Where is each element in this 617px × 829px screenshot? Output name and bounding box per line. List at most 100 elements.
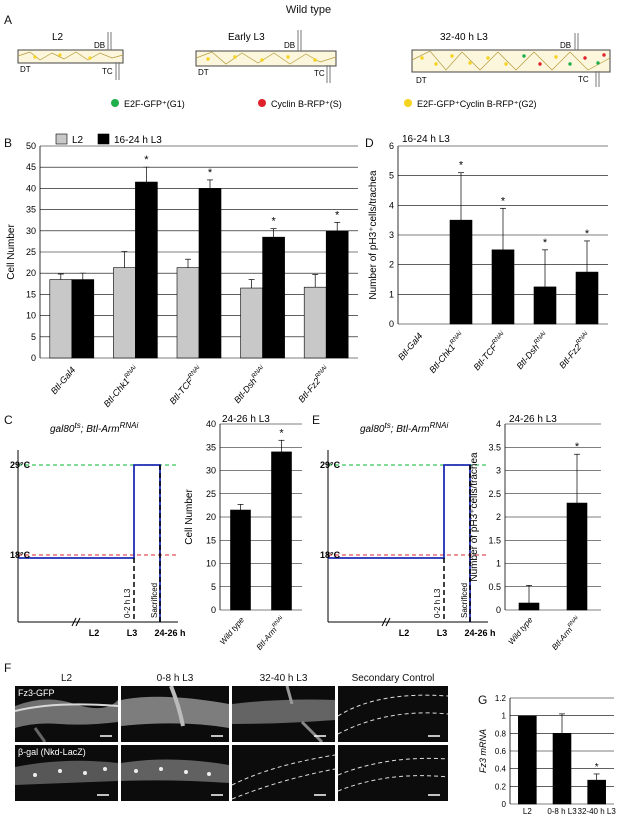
chart-c: 0 5 10 15 20 25 30 35 40 Cell Number 24-26 h L3 Wil…: [184, 414, 302, 652]
y-tick-label: 35: [26, 205, 36, 215]
micrograph-secondary-control-1: [338, 686, 448, 742]
x-tick-superscript: RNAi: [449, 330, 464, 346]
y-tick-label: 3: [496, 466, 501, 476]
x-tick-superscript: RNAi: [123, 364, 138, 380]
micrograph-fz3-32-40h: [232, 686, 335, 742]
y-tick-label: 10: [26, 311, 36, 321]
y-tick-label: 15: [26, 289, 36, 299]
svg-text:Early L3: Early L3: [228, 32, 265, 43]
trachea-tube-l2: [17, 49, 124, 64]
x-tick-l3: L3: [127, 628, 138, 638]
significance-star: *: [335, 209, 340, 221]
svg-text:32-40 h L3: 32-40 h L3: [440, 32, 488, 43]
vlabel-0-2h: 0-2 h L3: [123, 588, 132, 618]
legend-label-l2: L2: [72, 135, 84, 146]
legend-dot-s: [258, 99, 266, 107]
svg-text:DT: DT: [416, 76, 427, 85]
legend-label-s: Cyclin B-RFP⁺(S): [271, 99, 342, 109]
chart-e: 0 0.5 1 1.5 2 2.5 3 3.5 4 Number of pH3⁺cells/tra…: [469, 414, 601, 652]
x-tick-label: Btl-TCFRNAi: [167, 364, 205, 407]
y-tick-label: 5: [389, 171, 394, 181]
bar: [518, 602, 540, 611]
panel-letter-e: E: [312, 413, 321, 427]
micrograph-betagal-32-40h: [232, 745, 335, 801]
y-tick-label: 5: [211, 582, 216, 592]
y-tick-label: 3: [389, 230, 394, 240]
bar: [262, 236, 285, 359]
legend-label-g1: E2F-GFP⁺(G1): [124, 99, 185, 109]
panel-f-header-0-8h: 0-8 h L3: [156, 673, 194, 684]
bar: [552, 733, 572, 805]
y-tick-label: 0: [211, 605, 216, 615]
y-tick-label: 20: [206, 512, 216, 522]
x-tick-superscript: RNAi: [491, 330, 506, 346]
genotype-label: gal80ts; Btl-ArmRNAi: [360, 421, 448, 435]
legend-dot-g1: [111, 99, 119, 107]
panel-letter-f: F: [4, 661, 12, 675]
y-tick-label: 50: [26, 141, 36, 151]
chart-b: 0 5 10 15 20 25 30 35 40 45 50 Cell Number Btl-Gal4 *…: [6, 133, 358, 409]
y-tick-label: 2.5: [488, 489, 501, 499]
row-label-fz3-gfp: Fz3-GFP: [18, 688, 55, 698]
y-tick-label: 25: [206, 489, 216, 499]
y-tick-label: 40: [26, 183, 36, 193]
x-tick-label: Wild type: [218, 615, 246, 646]
x-tick-label: Wild type: [507, 615, 535, 646]
axis-break: [71, 617, 77, 627]
legend-label-16-24h: 16-24 h L3: [114, 135, 162, 146]
panel-letter-d: D: [365, 136, 374, 150]
x-tick-label: 0-8 h L3: [547, 807, 577, 816]
trachea-tube-early-l3: [195, 50, 337, 67]
svg-text:TC: TC: [314, 69, 325, 78]
temperature-schematic-e: gal80ts; Btl-ArmRNAi 29°C 18°C L2 L3 24-26 h 0…: [320, 421, 496, 638]
y-tick-label: 0.6: [495, 747, 507, 756]
y-tick-label: 6: [389, 141, 394, 151]
x-tick-superscript: RNAi: [250, 364, 265, 380]
x-tick-superscript: RNAi: [187, 364, 202, 380]
x-tick-label: Btl-Chk1RNAi: [426, 330, 466, 375]
panel-letter-a: A: [4, 13, 13, 27]
y-tick-label: 10: [206, 559, 216, 569]
trachea-tube-32-40h-l3: [411, 49, 611, 73]
y-tick-label: 35: [206, 442, 216, 452]
y-tick-label: 0: [389, 319, 394, 329]
svg-text:TC: TC: [102, 67, 113, 76]
t-high-label: 29°C: [320, 460, 341, 470]
y-tick-label: 1.2: [495, 694, 507, 703]
significance-star: *: [208, 167, 213, 179]
micrograph-betagal-l2: β-gal (Nkd-LacZ): [15, 745, 118, 801]
x-tick-label: 32-40 h L3: [578, 807, 617, 816]
x-tick-superscript: RNAi: [533, 330, 548, 346]
y-tick-label: 1: [496, 559, 501, 569]
chart-d: 0 1 2 3 4 5 6 Number of pH3⁺cells/trachea 16-24 …: [368, 134, 608, 375]
svg-text:DB: DB: [560, 41, 571, 50]
bar: [491, 249, 515, 325]
t-high-label: 29°C: [10, 460, 31, 470]
y-axis-label: Cell Number: [184, 489, 195, 545]
temperature-schematic-c: gal80ts; Btl-ArmRNAi 29°C 18°C L2 L3 24-26 h 0…: [10, 421, 186, 638]
y-tick-label: 15: [206, 535, 216, 545]
y-tick-label: 0: [496, 605, 501, 615]
bar: [113, 267, 136, 359]
significance-star: *: [271, 216, 276, 228]
temperature-profile: [328, 464, 471, 622]
y-tick-label: 1: [502, 712, 507, 721]
bar: [533, 286, 557, 325]
panel-letter-b: B: [4, 136, 13, 150]
significance-star: *: [501, 195, 506, 207]
bar: [176, 267, 200, 359]
y-tick-label: 30: [206, 466, 216, 476]
y-tick-label: 0.5: [488, 582, 501, 592]
micrograph-betagal-0-8h: [121, 745, 229, 801]
x-tick-label: Btl-Gal4: [49, 365, 78, 396]
y-tick-label: 4: [496, 419, 501, 429]
significance-star: *: [575, 441, 580, 453]
bar: [566, 502, 588, 611]
y-tick-label: 1.5: [488, 535, 501, 545]
x-tick-24-26h: 24-26 h: [154, 628, 185, 638]
x-tick-label: Btl-Gal4: [396, 331, 425, 362]
x-tick-label: Btl-TCFRNAi: [471, 330, 509, 373]
bar: [575, 271, 599, 325]
genotype-label: gal80ts; Btl-ArmRNAi: [50, 421, 138, 435]
significance-star: *: [595, 762, 599, 773]
